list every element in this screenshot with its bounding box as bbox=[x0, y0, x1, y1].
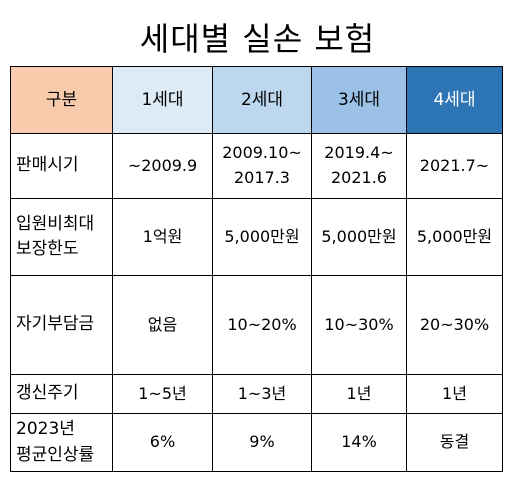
cell-gen4-renewal-cycle: 1년 bbox=[406, 374, 503, 414]
cell-gen3-deductible: 10~30% bbox=[311, 275, 407, 375]
cell-gen2-sales-period: 2009.10~ 2017.3 bbox=[212, 133, 312, 199]
cell-gen3-sales-period: 2019.4~ 2021.6 bbox=[311, 133, 407, 199]
insurance-comparison-table: 구분 1세대 2세대 3세대 4세대 판매시기 ~2009.9 2009.10~… bbox=[10, 66, 503, 472]
table-row-deductible: 자기부담금 없음 10~20% 10~30% 20~30% bbox=[10, 275, 503, 375]
table-row-renewal-cycle: 갱신주기 1~5년 1~3년 1년 1년 bbox=[10, 374, 503, 414]
cell-gen4-avg-increase: 동결 bbox=[406, 413, 503, 472]
header-gen2: 2세대 bbox=[212, 66, 312, 134]
row-label-coverage-limit: 입원비최대 보장한도 bbox=[10, 198, 113, 276]
header-gen4: 4세대 bbox=[406, 66, 503, 134]
cell-gen3-renewal-cycle: 1년 bbox=[311, 374, 407, 414]
cell-gen2-coverage-limit: 5,000만원 bbox=[212, 198, 312, 276]
cell-gen2-deductible: 10~20% bbox=[212, 275, 312, 375]
table-header-row: 구분 1세대 2세대 3세대 4세대 bbox=[10, 66, 503, 134]
row-label-avg-increase: 2023년 평균인상률 bbox=[10, 413, 113, 472]
cell-gen1-avg-increase: 6% bbox=[112, 413, 213, 472]
cell-gen3-coverage-limit: 5,000만원 bbox=[311, 198, 407, 276]
row-label-sales-period: 판매시기 bbox=[10, 133, 113, 199]
header-gen1: 1세대 bbox=[112, 66, 213, 134]
cell-gen4-sales-period: 2021.7~ bbox=[406, 133, 503, 199]
cell-gen2-renewal-cycle: 1~3년 bbox=[212, 374, 312, 414]
table-row-sales-period: 판매시기 ~2009.9 2009.10~ 2017.3 2019.4~ 2021.… bbox=[10, 133, 503, 199]
cell-gen4-coverage-limit: 5,000만원 bbox=[406, 198, 503, 276]
cell-gen4-deductible: 20~30% bbox=[406, 275, 503, 375]
cell-gen1-coverage-limit: 1억원 bbox=[112, 198, 213, 276]
table-row-coverage-limit: 입원비최대 보장한도 1억원 5,000만원 5,000만원 5,000만원 bbox=[10, 198, 503, 276]
cell-gen1-renewal-cycle: 1~5년 bbox=[112, 374, 213, 414]
table-row-avg-increase: 2023년 평균인상률 6% 9% 14% 동결 bbox=[10, 413, 503, 472]
row-label-renewal-cycle: 갱신주기 bbox=[10, 374, 113, 414]
header-category: 구분 bbox=[10, 66, 113, 134]
cell-gen1-sales-period: ~2009.9 bbox=[112, 133, 213, 199]
cell-gen2-avg-increase: 9% bbox=[212, 413, 312, 472]
cell-gen3-avg-increase: 14% bbox=[311, 413, 407, 472]
page-title: 세대별 실손 보험 bbox=[139, 20, 376, 58]
header-gen3: 3세대 bbox=[311, 66, 407, 134]
cell-gen1-deductible: 없음 bbox=[112, 275, 213, 375]
row-label-deductible: 자기부담금 bbox=[10, 275, 113, 375]
